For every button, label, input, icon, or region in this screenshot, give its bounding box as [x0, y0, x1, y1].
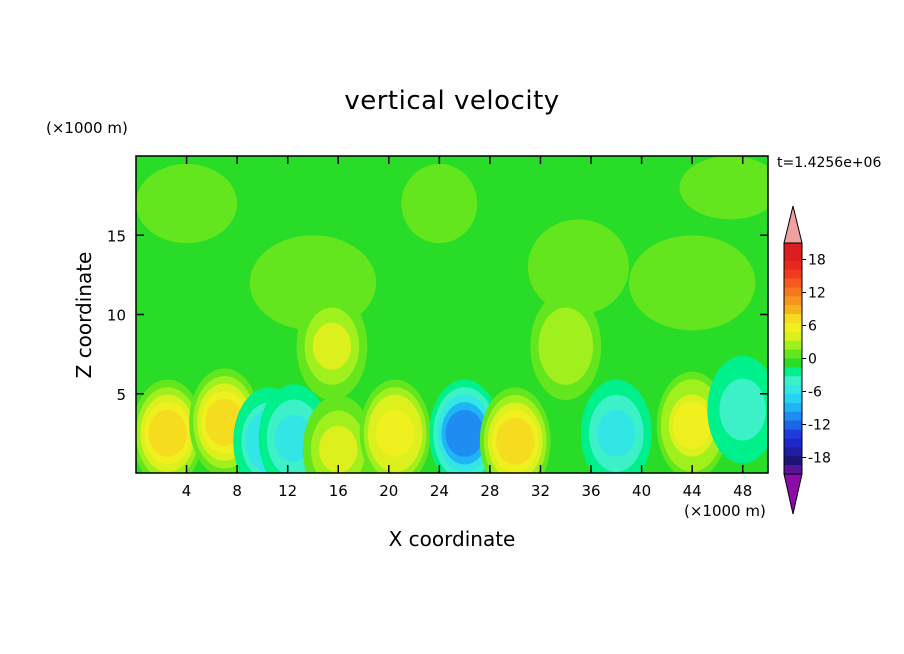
- y-tick-label: 10: [107, 307, 126, 325]
- colorbar-segment: [784, 287, 802, 297]
- colorbar-segment: [784, 402, 802, 413]
- y-axis-unit-label: (×1000 m): [46, 119, 128, 137]
- x-tick-label: 20: [379, 482, 398, 500]
- colorbar-segment: [784, 411, 802, 422]
- field-cell: [495, 417, 535, 465]
- y-tick-label: 15: [107, 227, 126, 245]
- field-cell: [546, 322, 585, 370]
- x-tick-label: 48: [733, 482, 752, 500]
- colorbar-segment: [784, 322, 802, 333]
- colorbar-segment: [784, 251, 802, 262]
- colorbar: 18 12 6 0 -6 -12 -18: [783, 205, 831, 515]
- colorbar-segment: [784, 260, 802, 271]
- x-tick-label: 12: [278, 482, 297, 500]
- field-patch: [527, 219, 629, 315]
- colorbar-over-arrow: [783, 205, 803, 244]
- colorbar-segment: [784, 438, 802, 448]
- x-tick-label: 36: [581, 482, 600, 500]
- x-axis-unit-label: (×1000 m): [684, 502, 766, 520]
- colorbar-segment: [784, 296, 802, 306]
- chart-title: vertical velocity: [344, 86, 560, 116]
- colorbar-segment: [784, 465, 802, 475]
- colorbar-tick-label: 18: [808, 253, 826, 269]
- field-cell: [312, 322, 352, 370]
- x-tick-label: 24: [430, 482, 449, 500]
- x-tick-label: 28: [480, 482, 499, 500]
- colorbar-segment: [784, 305, 802, 315]
- colorbar-segment: [784, 358, 802, 368]
- colorbar-segment: [784, 429, 802, 439]
- field-cell: [597, 409, 636, 457]
- colorbar-segment: [784, 367, 802, 377]
- colorbar-under-arrow: [783, 473, 803, 515]
- colorbar-segment: [784, 456, 802, 466]
- colorbar-segment: [784, 243, 802, 253]
- x-tick-label: 32: [531, 482, 550, 500]
- field-cell: [319, 425, 358, 473]
- colorbar-segment: [784, 447, 802, 457]
- field-cell: [672, 401, 712, 449]
- field-patch: [136, 163, 238, 244]
- colorbar-segment: [784, 269, 802, 280]
- colorbar-tick-label: -6: [808, 385, 822, 401]
- field-cell: [445, 409, 484, 457]
- field-patch: [628, 235, 756, 331]
- colorbar-tick-label: -12: [808, 418, 831, 434]
- x-tick-label: 16: [329, 482, 348, 500]
- colorbar-segment: [784, 331, 802, 342]
- colorbar-segment: [784, 385, 802, 395]
- colorbar-tick-label: 6: [808, 319, 817, 335]
- x-axis-title: X coordinate: [388, 527, 516, 551]
- x-tick-label: 40: [632, 482, 651, 500]
- time-label: t=1.4256e+06: [777, 155, 882, 171]
- contour-field: [136, 156, 768, 473]
- field-cell: [375, 409, 415, 457]
- colorbar-segment: [784, 376, 802, 386]
- colorbar-segment: [784, 278, 802, 288]
- field-patch: [401, 163, 478, 244]
- field-cell: [148, 409, 187, 457]
- colorbar-segment: [784, 420, 802, 431]
- colorbar-tick-label: -18: [808, 451, 831, 467]
- y-tick-label: 5: [116, 386, 126, 404]
- colorbar-segment: [784, 394, 802, 404]
- colorbar-segment: [784, 349, 802, 359]
- field-patch: [679, 156, 768, 220]
- field-cell: [723, 386, 762, 434]
- colorbar-tick-label: 0: [808, 352, 817, 368]
- x-tick-label: 44: [683, 482, 702, 500]
- colorbar-segment: [784, 340, 802, 351]
- x-tick-label: 4: [182, 482, 192, 500]
- x-tick-label: 8: [232, 482, 242, 500]
- colorbar-segment: [784, 314, 802, 324]
- colorbar-tick-label: 12: [808, 286, 826, 302]
